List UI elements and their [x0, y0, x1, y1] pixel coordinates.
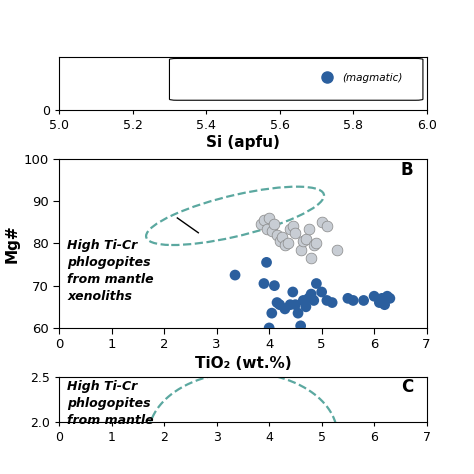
- Point: [231, 271, 239, 279]
- Text: (magmatic): (magmatic): [342, 73, 402, 83]
- Point: [286, 301, 294, 309]
- Point: [263, 259, 270, 266]
- Point: [300, 237, 307, 245]
- Point: [383, 292, 391, 300]
- Point: [286, 225, 294, 232]
- Point: [292, 229, 299, 237]
- Point: [289, 223, 297, 230]
- Text: B: B: [401, 161, 413, 179]
- Point: [281, 305, 289, 313]
- Point: [334, 246, 341, 254]
- Point: [271, 282, 278, 290]
- Point: [310, 297, 318, 304]
- Point: [268, 227, 275, 235]
- Point: [328, 299, 336, 306]
- Text: High Ti-Cr
phlogopites
from mantle
xenoliths: High Ti-Cr phlogopites from mantle xenol…: [67, 239, 154, 303]
- Point: [279, 233, 286, 241]
- Point: [313, 239, 320, 247]
- Point: [268, 310, 275, 317]
- Point: [265, 324, 273, 332]
- Point: [300, 297, 307, 304]
- Point: [360, 297, 367, 304]
- X-axis label: Si (apfu): Si (apfu): [206, 135, 280, 150]
- Point: [265, 214, 273, 222]
- Point: [260, 216, 268, 224]
- X-axis label: TiO₂ (wt.%): TiO₂ (wt.%): [195, 356, 291, 371]
- Point: [381, 301, 388, 309]
- Point: [257, 220, 265, 228]
- Point: [370, 292, 378, 300]
- Point: [318, 288, 326, 296]
- Point: [344, 294, 352, 302]
- Point: [281, 242, 289, 249]
- Point: [260, 280, 268, 287]
- Point: [271, 220, 278, 228]
- Point: [273, 299, 281, 306]
- Point: [318, 219, 326, 226]
- Point: [276, 237, 283, 245]
- Y-axis label: Mg#: Mg#: [4, 224, 19, 263]
- Point: [292, 301, 299, 309]
- Point: [294, 310, 302, 317]
- Point: [378, 294, 386, 302]
- Point: [310, 242, 318, 249]
- Point: [297, 322, 304, 329]
- Text: High Ti-Cr
phlogopites
from mantle: High Ti-Cr phlogopites from mantle: [67, 380, 154, 427]
- Point: [284, 239, 292, 247]
- Point: [273, 231, 281, 239]
- Point: [323, 223, 331, 230]
- Point: [297, 246, 304, 254]
- Point: [276, 301, 283, 309]
- Point: [305, 225, 312, 232]
- Point: [323, 297, 331, 304]
- Point: [305, 294, 312, 302]
- Point: [375, 299, 383, 306]
- Text: C: C: [401, 378, 413, 396]
- Point: [386, 294, 393, 302]
- Point: [289, 288, 297, 296]
- Point: [349, 297, 357, 304]
- Point: [302, 303, 310, 310]
- Point: [263, 225, 270, 232]
- FancyBboxPatch shape: [169, 58, 423, 100]
- Point: [307, 255, 315, 262]
- Point: [313, 280, 320, 287]
- Point: [307, 290, 315, 298]
- Point: [302, 235, 310, 243]
